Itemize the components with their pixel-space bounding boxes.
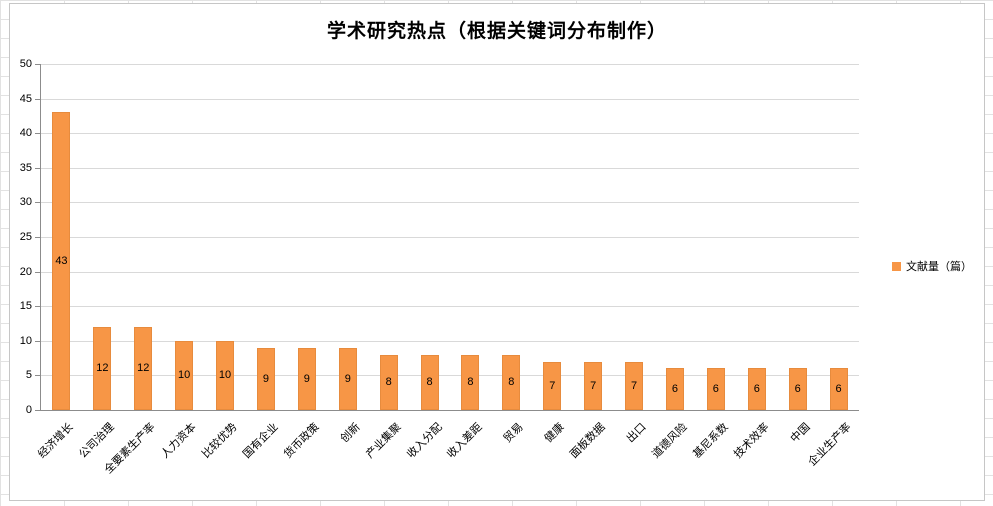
y-axis-tick xyxy=(35,375,40,377)
y-axis-tick-label: 20 xyxy=(19,265,32,278)
x-axis-label: 基尼系数 xyxy=(690,421,731,461)
bar[interactable] xyxy=(502,354,521,410)
y-axis-tick xyxy=(35,340,40,342)
bar-data-label: 8 xyxy=(426,376,433,389)
y-axis-tick xyxy=(35,271,40,273)
chart-title: 学术研究热点（根据关键词分布制作） xyxy=(326,21,667,42)
plot-area: 0 5 10 15 20 25 30 35 40 45 50 43 经济增长 12 公司治理 12 全要素生产率… xyxy=(20,58,859,476)
bar-data-label: 9 xyxy=(262,372,269,385)
y-axis-tick-label: 40 xyxy=(19,127,32,140)
bar[interactable] xyxy=(338,347,357,410)
y-axis-tick xyxy=(35,202,40,204)
y-axis-tick-label: 5 xyxy=(25,369,32,382)
x-axis-label: 出口 xyxy=(624,421,649,446)
x-axis-label: 国有企业 xyxy=(240,421,281,461)
bar[interactable] xyxy=(216,340,235,410)
y-axis-tick-label: 35 xyxy=(19,161,32,174)
bar-data-label: 10 xyxy=(178,369,191,382)
y-axis-tick-label: 50 xyxy=(19,58,32,70)
bar[interactable] xyxy=(297,347,316,410)
bar[interactable] xyxy=(93,326,112,410)
bar-data-label: 6 xyxy=(712,383,719,396)
bar[interactable] xyxy=(52,112,71,410)
bar-data-label: 7 xyxy=(590,379,597,392)
gridline xyxy=(41,237,859,238)
x-axis-label: 货币政策 xyxy=(281,421,322,461)
bar[interactable] xyxy=(788,368,807,410)
chart[interactable]: 学术研究热点（根据关键词分布制作） 0 5 10 15 20 25 30 35 40 45 50 43… xyxy=(9,3,985,501)
bar-data-label: 7 xyxy=(549,379,556,392)
bar[interactable] xyxy=(584,361,603,410)
bar-data-label: 6 xyxy=(753,383,760,396)
x-axis-label: 面板数据 xyxy=(568,421,608,461)
gridline xyxy=(41,98,859,100)
bar[interactable] xyxy=(543,361,562,410)
x-axis-label: 比较优势 xyxy=(200,421,240,461)
gridline xyxy=(41,202,859,204)
gridline xyxy=(41,271,859,273)
x-axis-label: 道德风险 xyxy=(649,421,690,461)
x-axis-label: 技术效率 xyxy=(731,421,772,461)
y-axis-tick-label: 0 xyxy=(25,404,32,416)
bar-data-label: 12 xyxy=(96,362,109,375)
y-axis-tick xyxy=(35,64,40,65)
bar[interactable] xyxy=(256,347,275,410)
legend-swatch-icon xyxy=(892,261,901,271)
bar[interactable] xyxy=(747,368,766,410)
bar-data-label: 7 xyxy=(630,379,638,392)
y-axis-tick xyxy=(35,306,40,308)
x-axis-label: 中国 xyxy=(788,421,813,446)
bar[interactable] xyxy=(420,354,439,410)
bar[interactable] xyxy=(134,326,153,410)
bar[interactable] xyxy=(706,368,725,410)
y-axis-tick-label: 10 xyxy=(19,334,32,347)
bar-data-label: 10 xyxy=(218,369,232,382)
bar-data-label: 6 xyxy=(835,383,842,396)
y-axis-tick-label: 45 xyxy=(19,92,32,105)
bar[interactable] xyxy=(665,368,684,410)
x-axis-label: 收入差距 xyxy=(445,421,486,461)
y-axis-tick-label: 30 xyxy=(19,196,32,209)
x-axis-label: 健康 xyxy=(542,421,567,446)
bar-data-label: 6 xyxy=(671,383,678,396)
bar[interactable] xyxy=(461,354,480,410)
y-axis-tick xyxy=(35,167,40,169)
gridline xyxy=(41,375,859,377)
x-axis-label: 经济增长 xyxy=(36,421,77,461)
bar-data-label: 8 xyxy=(467,376,474,389)
gridline xyxy=(41,133,859,135)
x-axis-label: 人力资本 xyxy=(159,421,199,461)
x-axis-label: 企业生产率 xyxy=(805,421,854,469)
bar[interactable] xyxy=(829,368,848,410)
legend-label: 文献量（篇） xyxy=(906,261,972,273)
y-axis-tick xyxy=(35,237,40,238)
gridline xyxy=(41,340,859,342)
x-axis-label: 创新 xyxy=(338,421,363,446)
bar-data-label: 8 xyxy=(385,376,392,389)
bar[interactable] xyxy=(625,361,644,410)
x-axis-label: 贸易 xyxy=(501,421,526,446)
bar-data-label: 43 xyxy=(55,255,68,268)
bar-data-label: 8 xyxy=(508,376,515,389)
bar[interactable] xyxy=(175,340,194,410)
bar-data-label: 12 xyxy=(137,362,150,375)
y-axis-tick xyxy=(35,98,40,100)
gridline xyxy=(41,306,859,308)
bar-data-label: 6 xyxy=(794,383,801,396)
y-axis-tick-label: 25 xyxy=(19,231,32,243)
bar-data-label: 9 xyxy=(344,372,351,385)
gridline xyxy=(41,167,859,169)
bar-data-label: 9 xyxy=(303,372,310,385)
legend[interactable]: 文献量（篇） xyxy=(892,258,972,274)
x-axis-label: 产业集聚 xyxy=(363,421,404,461)
y-axis-tick-label: 15 xyxy=(19,300,32,313)
y-axis-tick xyxy=(35,133,40,135)
gridline xyxy=(41,64,859,65)
x-axis-label: 收入分配 xyxy=(404,421,445,461)
bar[interactable] xyxy=(379,354,398,410)
y-axis-tick xyxy=(35,410,40,411)
